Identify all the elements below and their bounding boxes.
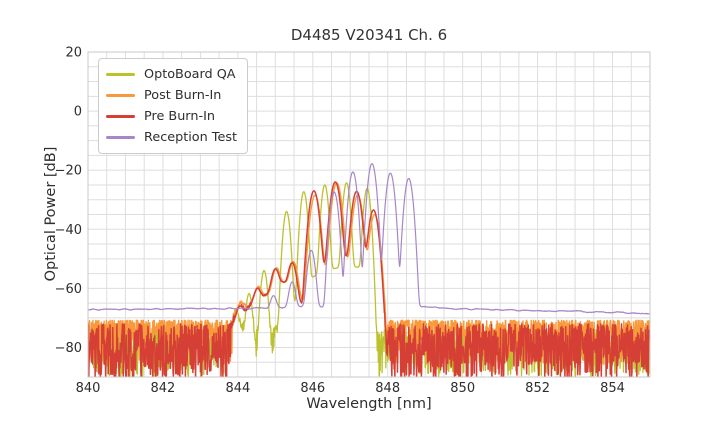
legend-entry: Post Burn-In xyxy=(106,88,239,103)
y-tick-label: −20 xyxy=(55,164,82,179)
legend-entry: Reception Test xyxy=(106,130,239,145)
legend-line-swatch xyxy=(106,136,135,139)
legend-line-swatch xyxy=(106,115,135,118)
legend-line-swatch xyxy=(106,73,135,76)
y-axis-label: Optical Power [dB] xyxy=(43,146,59,282)
x-tick-label: 852 xyxy=(525,381,550,396)
series-line-reception-test xyxy=(88,163,650,315)
y-tick-label: 20 xyxy=(65,46,82,61)
y-tick-label: 0 xyxy=(74,105,82,120)
axes-frame xyxy=(87,51,651,378)
x-tick-label: 842 xyxy=(150,381,175,396)
legend-entry-label: Post Burn-In xyxy=(144,88,222,103)
x-tick-label: 848 xyxy=(375,381,400,396)
legend-entry-label: Reception Test xyxy=(144,130,238,145)
y-tick-label: −80 xyxy=(55,341,82,356)
x-tick-label: 840 xyxy=(76,381,101,396)
chart-title: D4485 V20341 Ch. 6 xyxy=(290,26,448,44)
legend-entry: OptoBoard QA xyxy=(106,67,239,82)
legend: OptoBoard QA Post Burn-In Pre Burn-In Recep… xyxy=(98,58,248,154)
x-tick-label: 854 xyxy=(600,381,625,396)
x-tick-label: 850 xyxy=(450,381,475,396)
legend-entry: Pre Burn-In xyxy=(106,109,239,124)
legend-line-swatch xyxy=(106,94,135,97)
y-tick-label: −40 xyxy=(55,223,82,238)
series-line-pre-burn-in xyxy=(88,181,650,377)
y-tick-label: −60 xyxy=(55,282,82,297)
legend-entry-label: OptoBoard QA xyxy=(144,67,236,82)
x-axis-label: Wavelength [nm] xyxy=(306,396,432,412)
legend-entry-label: Pre Burn-In xyxy=(144,109,215,124)
x-tick-label: 846 xyxy=(300,381,325,396)
x-tick-label: 844 xyxy=(225,381,250,396)
